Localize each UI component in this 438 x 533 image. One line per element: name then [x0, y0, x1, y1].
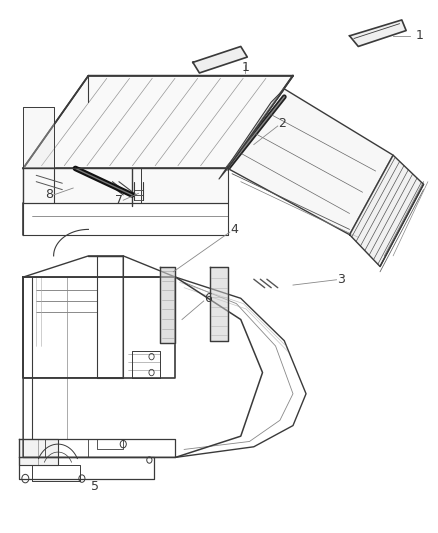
Text: 1: 1	[241, 61, 249, 74]
Polygon shape	[193, 46, 247, 73]
Polygon shape	[210, 266, 228, 341]
Text: 4: 4	[230, 223, 238, 236]
Text: 6: 6	[204, 292, 212, 305]
Polygon shape	[23, 76, 293, 168]
Polygon shape	[350, 155, 424, 266]
Polygon shape	[160, 266, 176, 343]
Text: 1: 1	[415, 29, 423, 42]
Polygon shape	[23, 168, 228, 203]
Polygon shape	[228, 89, 393, 235]
Polygon shape	[219, 89, 284, 179]
Text: 5: 5	[91, 480, 99, 493]
Text: 3: 3	[337, 273, 345, 286]
Polygon shape	[23, 108, 53, 168]
Text: 8: 8	[45, 189, 53, 201]
Polygon shape	[19, 439, 58, 465]
Polygon shape	[350, 20, 406, 46]
Text: 7: 7	[115, 193, 123, 207]
Text: 2: 2	[278, 117, 286, 130]
